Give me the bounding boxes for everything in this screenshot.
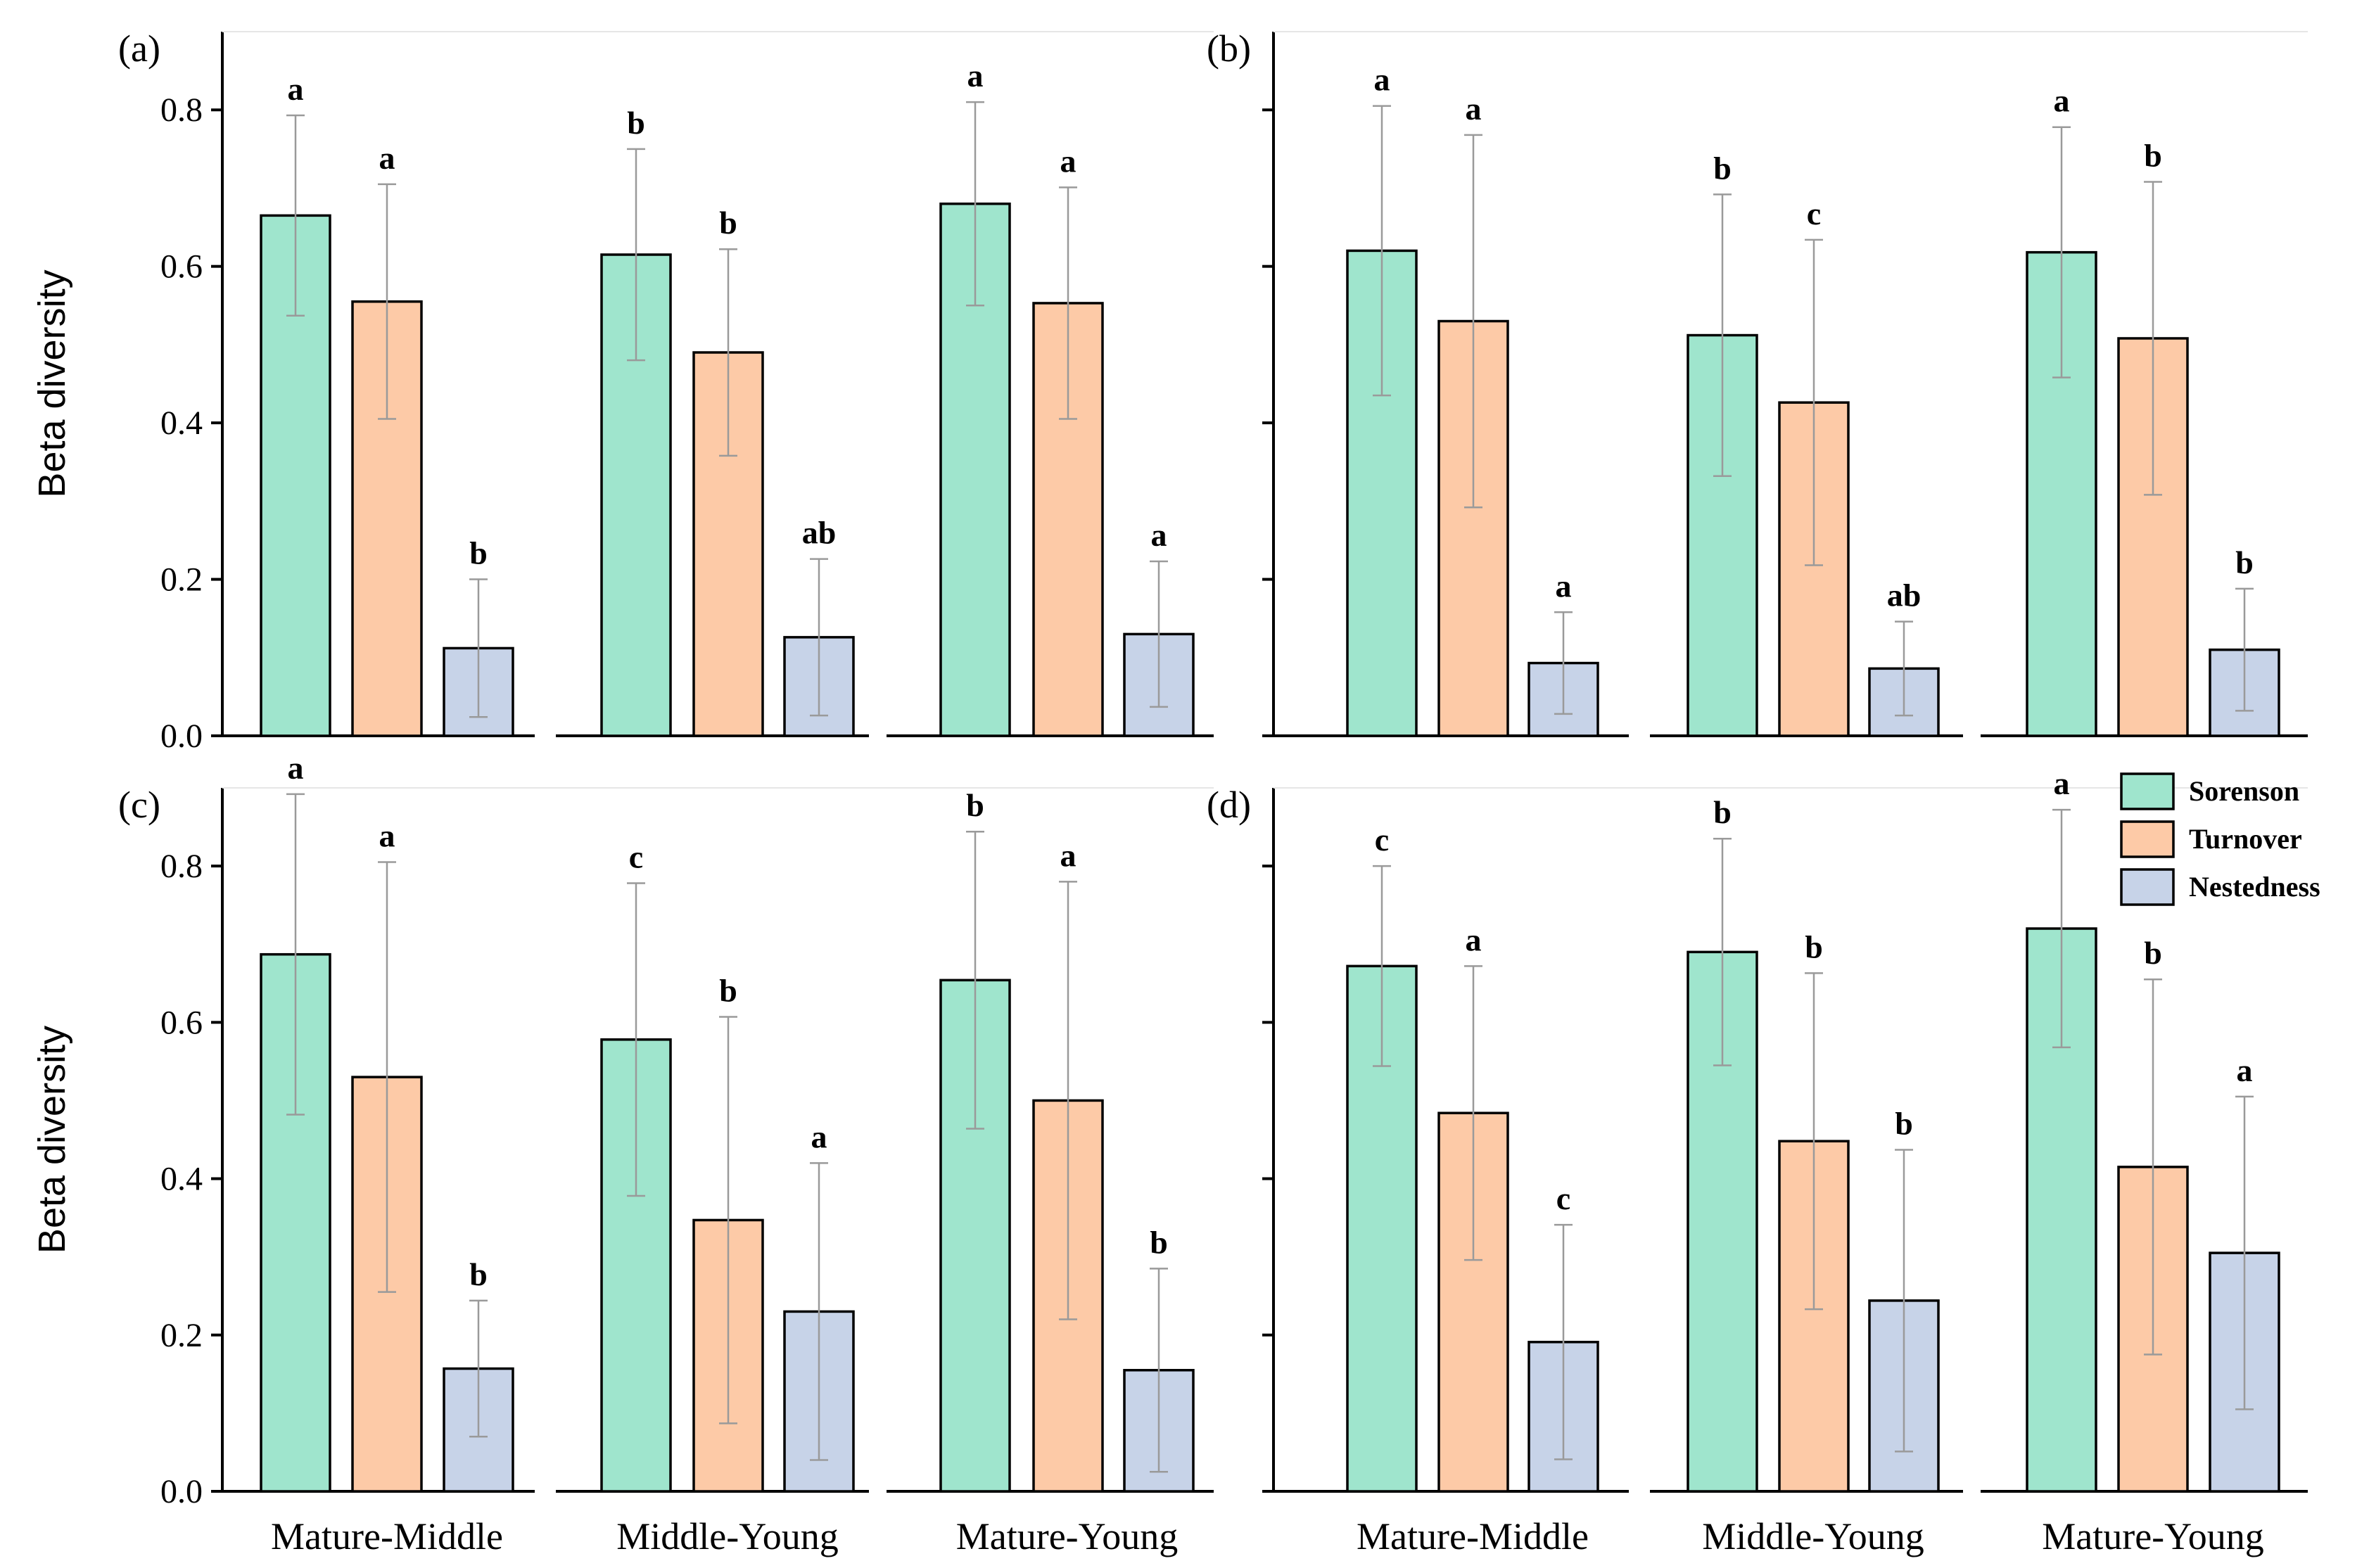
significance-letter: a xyxy=(811,1118,827,1154)
y-tick-label: 0.8 xyxy=(160,91,203,129)
significance-letter: ab xyxy=(1887,578,1922,613)
significance-letter: b xyxy=(1895,1105,1913,1141)
y-tick-label: 0.0 xyxy=(160,718,203,755)
bar-turnover xyxy=(351,300,423,737)
y-tick-label: 0.4 xyxy=(160,404,203,442)
significance-letter: a xyxy=(288,750,304,786)
significance-letter: a xyxy=(1466,91,1482,127)
significance-letter: a xyxy=(2054,765,2070,801)
significance-letter: a xyxy=(2054,83,2070,119)
significance-letter: a xyxy=(1466,922,1482,957)
panel-label: (d) xyxy=(1207,784,1251,826)
legend-swatch-sorenson xyxy=(2120,772,2175,810)
y-tick-label: 0.0 xyxy=(160,1473,203,1510)
significance-letter: b xyxy=(1805,929,1823,964)
y-tick-label: 0.8 xyxy=(160,848,203,885)
y-axis-label: Beta diversity xyxy=(31,269,73,497)
significance-letter: c xyxy=(1556,1180,1570,1216)
legend-label-sorenson: Sorenson xyxy=(2189,775,2299,807)
significance-letter: a xyxy=(288,71,304,107)
y-tick-label: 0.4 xyxy=(160,1161,203,1198)
significance-letter: a xyxy=(2237,1052,2253,1088)
significance-letter: b xyxy=(469,535,488,571)
panel-label: (b) xyxy=(1207,27,1251,70)
panel-c: 0.0 0.2 0.4 0.6 0.8 Beta diversity (c) a a b c b a b a… xyxy=(31,750,1214,1557)
significance-letter: a xyxy=(1556,568,1572,604)
bar-sorenson xyxy=(939,202,1011,737)
y-tick-label: 0.6 xyxy=(160,248,203,286)
x-tick-label: Mature-Young xyxy=(956,1515,1179,1557)
y-tick-label: 0.2 xyxy=(160,561,203,599)
significance-letter: c xyxy=(629,839,643,875)
significance-letter: a xyxy=(1060,837,1076,873)
significance-letter: a xyxy=(379,818,395,854)
x-tick-label: Middle-Young xyxy=(616,1515,839,1557)
significance-letter: a xyxy=(967,58,984,94)
panel-d: (d) c a c b b b a b a Mature-Middle Middle-Young Mat… xyxy=(1207,765,2308,1557)
legend-label-nestedness: Nestedness xyxy=(2189,871,2320,903)
significance-letter: a xyxy=(1060,143,1076,179)
significance-letter: b xyxy=(1713,150,1732,186)
x-tick-label: Middle-Young xyxy=(1702,1515,1924,1557)
y-tick-label: 0.2 xyxy=(160,1317,203,1354)
significance-letter: a xyxy=(1151,517,1167,553)
legend: Sorenson Turnover Nestedness xyxy=(2120,772,2320,906)
significance-letter: b xyxy=(1150,1224,1168,1260)
legend-swatch-turnover xyxy=(2120,820,2175,858)
bar-sorenson xyxy=(600,1038,672,1493)
significance-letter: b xyxy=(627,105,645,141)
panel-label: (c) xyxy=(118,784,160,826)
significance-letter: b xyxy=(966,787,984,823)
legend-swatch-nestedness xyxy=(2120,868,2175,906)
significance-letter: a xyxy=(1374,62,1390,98)
significance-letter: b xyxy=(2235,544,2254,580)
legend-label-turnover: Turnover xyxy=(2189,823,2302,855)
significance-letter: b xyxy=(719,973,737,1009)
y-axis-label: Beta diversity xyxy=(31,1026,73,1254)
x-tick-label: Mature-Middle xyxy=(271,1515,503,1557)
x-tick-label: Mature-Young xyxy=(2042,1515,2264,1557)
y-tick-label: 0.6 xyxy=(160,1004,203,1041)
significance-letter: a xyxy=(379,140,395,176)
significance-letter: ab xyxy=(802,515,837,551)
significance-letter: b xyxy=(1713,794,1732,830)
significance-letter: b xyxy=(2144,138,2162,174)
x-tick-label: Mature-Middle xyxy=(1357,1515,1589,1557)
significance-letter: b xyxy=(719,205,737,241)
significance-letter: b xyxy=(469,1256,488,1292)
panel-label: (a) xyxy=(118,27,160,70)
significance-letter: b xyxy=(2144,935,2162,971)
significance-letter: c xyxy=(1375,822,1389,858)
significance-letter: c xyxy=(1807,196,1821,231)
